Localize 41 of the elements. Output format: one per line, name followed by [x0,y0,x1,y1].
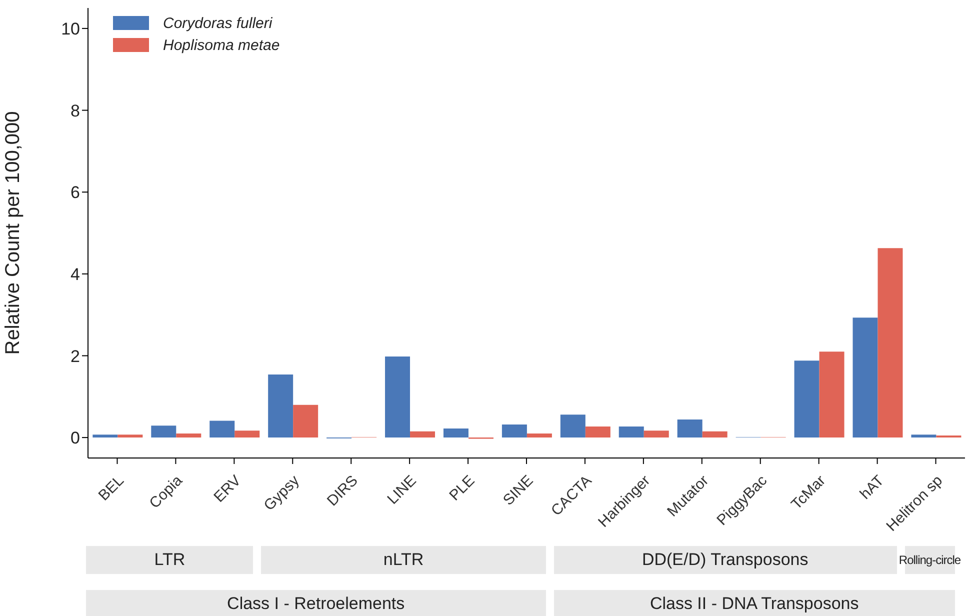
bar [878,248,903,438]
x-tick-label: BEL [95,472,128,504]
bar [560,414,586,438]
y-axis-title: Relative Count per 100,000 [2,111,24,355]
bar [293,404,318,438]
text: nLTR [261,546,546,574]
legend-label: Hoplisoma metae [163,36,280,54]
y-tick-label: 10 [61,19,80,38]
bar [385,356,410,438]
y-tick-label: 2 [70,346,80,366]
bar [819,352,844,438]
bar [92,434,118,438]
text: Class II - DNA Transposons [554,590,955,616]
bar [677,420,702,438]
text: DD(E/D) Transposons [554,546,897,574]
y-tick-label: 8 [70,101,80,120]
bar [151,426,176,438]
bar [410,431,436,438]
bar [268,374,294,438]
bar [794,360,820,438]
text: Rolling-circle [898,552,961,569]
text: LTR [86,546,254,574]
bar [644,430,669,438]
bar [234,430,260,438]
x-tick-label: hAT [856,472,888,503]
bar [176,433,202,438]
bar [911,434,936,438]
y-tick-label: 0 [70,428,80,448]
text: Class I - Retroelements [86,590,546,616]
bar [702,431,728,438]
bar [526,433,552,438]
y-tick-label: 6 [70,183,80,202]
bar [210,420,235,438]
bar [502,424,527,438]
bar [585,426,610,438]
legend-label: Corydoras fulleri [163,14,272,32]
y-tick-label: 4 [70,264,80,284]
bar [852,318,878,438]
bar [443,428,468,438]
bar [618,426,644,438]
bar [118,434,143,438]
